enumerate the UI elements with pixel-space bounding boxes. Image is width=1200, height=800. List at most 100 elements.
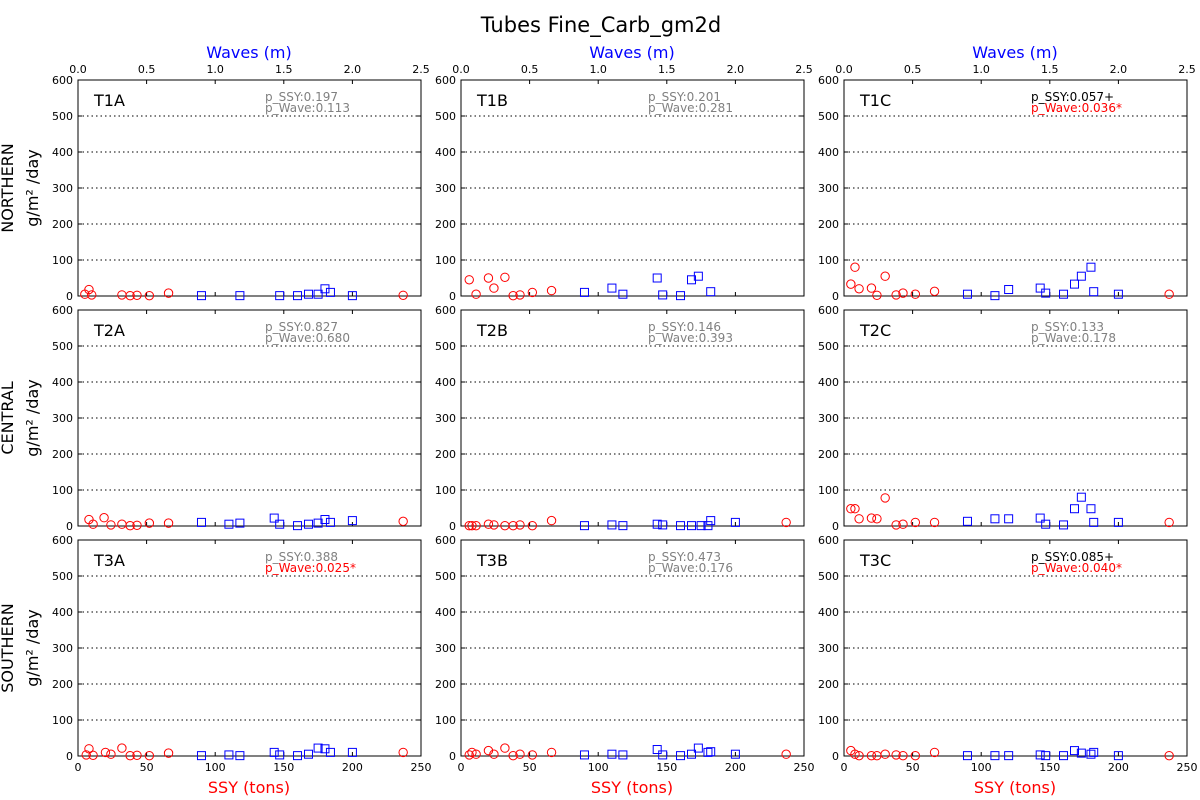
wave-point	[693, 743, 703, 753]
p-ssy-value: p_SSY:0.085+	[1031, 550, 1114, 564]
wave-point	[320, 515, 330, 525]
wave-point	[269, 513, 279, 523]
ssy-point	[489, 749, 499, 759]
wave-point	[325, 517, 335, 527]
y-tick-label: 100	[435, 484, 456, 497]
wave-point	[293, 751, 303, 761]
y-tick-label: 500	[818, 570, 839, 583]
wave-point	[1086, 749, 1096, 759]
wave-point	[607, 749, 617, 759]
wave-point	[1089, 747, 1099, 757]
panel-label: T2B	[476, 321, 508, 340]
wave-point	[693, 271, 703, 281]
panel-label: T2A	[93, 321, 125, 340]
p-ssy-value: p_SSY:0.388	[265, 550, 338, 564]
p-ssy-value: p_SSY:0.197	[265, 90, 338, 104]
wave-point	[347, 291, 357, 301]
y-tick-label: 300	[818, 182, 839, 195]
p-wave-value: p_Wave:0.040*	[1031, 561, 1122, 575]
panel-label: T3C	[859, 551, 891, 570]
ssy-point	[910, 517, 921, 528]
wave-point	[347, 516, 357, 526]
x-tick-label: 200	[1108, 761, 1129, 774]
y-tick-label: 0	[66, 750, 73, 763]
ssy-point	[163, 288, 174, 298]
wave-point	[1086, 262, 1096, 272]
wave-point	[990, 291, 1000, 301]
ssy-point	[854, 750, 864, 761]
y-tick-label: 600	[435, 74, 456, 87]
ssy-point	[546, 747, 557, 758]
y-tick-label: 200	[52, 448, 73, 461]
figure-title: Tubes Fine_Carb_gm2d	[480, 13, 721, 38]
wave-point	[224, 519, 234, 529]
wave-point	[676, 751, 686, 761]
y-tick-label: 200	[818, 448, 839, 461]
wave-point	[1076, 271, 1086, 281]
y-tick-label: 200	[818, 678, 839, 691]
y-tick-label: 400	[818, 606, 839, 619]
y-tick-label: 100	[52, 254, 73, 267]
ssy-axis-label: SSY (tons)	[591, 778, 673, 797]
wave-axis-label: Waves (m)	[206, 43, 291, 62]
wave-point	[618, 521, 628, 531]
wave-point	[235, 518, 245, 528]
y-tick-label: 300	[435, 182, 456, 195]
y-tick-label: 200	[818, 218, 839, 231]
x-tick-label: 250	[1177, 761, 1198, 774]
wave-point	[618, 289, 628, 299]
p-wave-value: p_Wave:0.025*	[265, 561, 356, 575]
ssy-point	[84, 284, 94, 295]
ssy-point	[132, 290, 142, 300]
ssy-point	[132, 750, 142, 760]
p-wave-value: p_Wave:0.113	[265, 101, 350, 115]
ssy-point	[398, 516, 408, 527]
ssy-point	[163, 748, 174, 758]
ssy-point	[891, 520, 901, 530]
y-tick-label: 500	[818, 110, 839, 123]
ssy-point	[850, 749, 860, 759]
ssy-point	[515, 749, 525, 759]
wave-point	[1041, 519, 1051, 529]
x2-tick-label: 2.0	[344, 63, 362, 76]
x2-tick-label: 1.0	[206, 63, 224, 76]
y-tick-label: 400	[435, 376, 456, 389]
ssy-axis-label: SSY (tons)	[208, 778, 290, 797]
ssy-point	[880, 271, 890, 281]
wave-point	[1113, 517, 1123, 527]
wave-point	[1035, 513, 1045, 523]
wave-point	[235, 291, 245, 301]
y-tick-label: 600	[52, 534, 73, 547]
y-tick-label: 500	[435, 570, 456, 583]
ssy-point	[898, 750, 908, 761]
x-tick-label: 50	[523, 761, 537, 774]
ssy-point	[500, 272, 510, 282]
ssy-point	[546, 515, 557, 526]
y-tick-label: 100	[818, 714, 839, 727]
ssy-point	[467, 520, 477, 531]
wave-point	[658, 750, 668, 760]
y-tick-label: 500	[52, 570, 73, 583]
ssy-point	[464, 275, 474, 285]
ssy-point	[144, 750, 155, 761]
x-tick-label: 0	[75, 761, 82, 774]
y-tick-label: 100	[818, 254, 839, 267]
y-tick-label: 500	[435, 340, 456, 353]
wave-point	[196, 291, 206, 301]
ssy-point	[163, 518, 174, 528]
wave-point	[347, 747, 357, 757]
y-tick-label: 400	[435, 606, 456, 619]
x-tick-label: 100	[971, 761, 992, 774]
wave-point	[1059, 751, 1069, 761]
y-tick-label: 0	[449, 520, 456, 533]
ssy-point	[483, 519, 494, 529]
y-tick-label: 200	[52, 218, 73, 231]
wave-point	[293, 291, 303, 301]
panel-label: T1C	[859, 91, 891, 110]
x2-tick-label: 0.0	[835, 63, 853, 76]
ssy-point	[854, 284, 864, 294]
ssy-point	[81, 750, 91, 760]
y-tick-label: 100	[435, 714, 456, 727]
x2-tick-label: 0.0	[69, 63, 87, 76]
